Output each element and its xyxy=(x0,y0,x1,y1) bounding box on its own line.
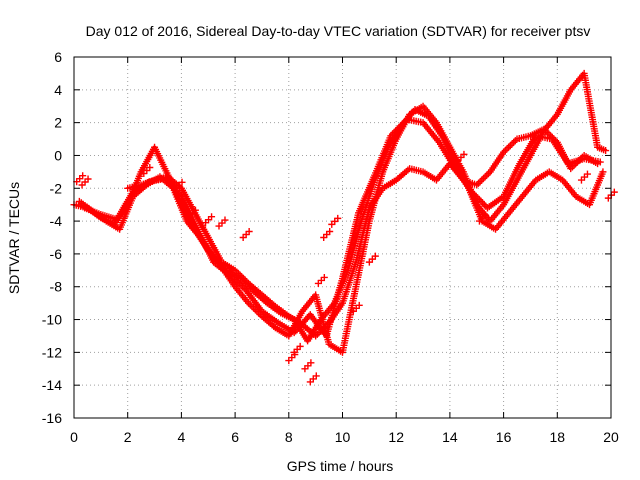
data-point xyxy=(510,138,518,146)
y-tick-label: 6 xyxy=(54,49,62,65)
x-tick-label: 14 xyxy=(442,429,458,445)
data-point xyxy=(599,168,607,176)
series-track-1 xyxy=(70,69,610,356)
y-tick-label: -12 xyxy=(42,344,62,360)
data-point xyxy=(505,143,513,151)
data-point xyxy=(508,140,516,148)
data-point xyxy=(594,160,602,168)
x-tick-label: 16 xyxy=(496,429,512,445)
data-point xyxy=(79,172,87,180)
x-tick-label: 12 xyxy=(388,429,404,445)
data-point xyxy=(610,188,618,196)
data-points xyxy=(70,69,618,386)
data-point xyxy=(583,170,591,178)
y-tick-label: 2 xyxy=(54,115,62,131)
y-axis-label: SDTVAR / TECUs xyxy=(6,182,22,294)
x-tick-label: 18 xyxy=(550,429,566,445)
y-tick-label: -16 xyxy=(42,410,62,426)
data-point xyxy=(334,214,342,222)
chart-title: Day 012 of 2016, Sidereal Day-to-day VTE… xyxy=(86,23,591,39)
axis-ticks xyxy=(73,56,612,419)
x-tick-label: 10 xyxy=(335,429,351,445)
data-point xyxy=(312,372,320,380)
data-point xyxy=(478,176,486,184)
data-point xyxy=(208,213,216,221)
grid-lines xyxy=(74,57,611,418)
data-point xyxy=(481,173,489,181)
data-point xyxy=(146,164,154,172)
x-tick-label: 8 xyxy=(285,429,293,445)
y-tick-label: 4 xyxy=(54,82,62,98)
data-point xyxy=(191,206,199,214)
data-point xyxy=(460,150,468,158)
x-tick-label: 6 xyxy=(231,429,239,445)
data-point xyxy=(355,301,363,309)
y-tick-label: 0 xyxy=(54,147,62,163)
series-fragments xyxy=(73,150,618,386)
data-point xyxy=(307,359,315,367)
x-tick-label: 2 xyxy=(124,429,132,445)
data-point xyxy=(84,175,92,183)
y-tick-label: -4 xyxy=(50,213,63,229)
y-tick-label: -8 xyxy=(50,279,63,295)
data-point xyxy=(371,252,379,260)
data-point xyxy=(320,273,328,281)
x-tick-label: 4 xyxy=(178,429,186,445)
y-tick-label: -10 xyxy=(42,312,62,328)
data-point xyxy=(503,145,511,153)
data-point xyxy=(474,179,482,187)
data-point xyxy=(221,216,229,224)
data-point xyxy=(481,211,489,219)
x-tick-label: 0 xyxy=(70,429,78,445)
series-track-4 xyxy=(124,125,602,340)
y-tick-label: -2 xyxy=(50,180,63,196)
data-point xyxy=(296,342,304,350)
data-point xyxy=(483,171,491,179)
data-point xyxy=(602,147,610,155)
y-tick-labels: -16 -14 -12 -10 -8 -6 -4 -2 0 2 4 6 xyxy=(42,49,62,426)
x-tick-label: 20 xyxy=(603,429,619,445)
x-tick-labels: 0 2 4 6 8 10 12 14 16 18 20 xyxy=(70,429,619,445)
y-tick-label: -6 xyxy=(50,246,63,262)
data-point xyxy=(326,228,334,235)
data-point xyxy=(178,178,186,186)
x-axis-label: GPS time / hours xyxy=(287,458,394,474)
data-point xyxy=(479,174,487,182)
data-point xyxy=(506,142,514,150)
y-tick-label: -14 xyxy=(42,377,62,393)
data-point xyxy=(245,228,253,235)
